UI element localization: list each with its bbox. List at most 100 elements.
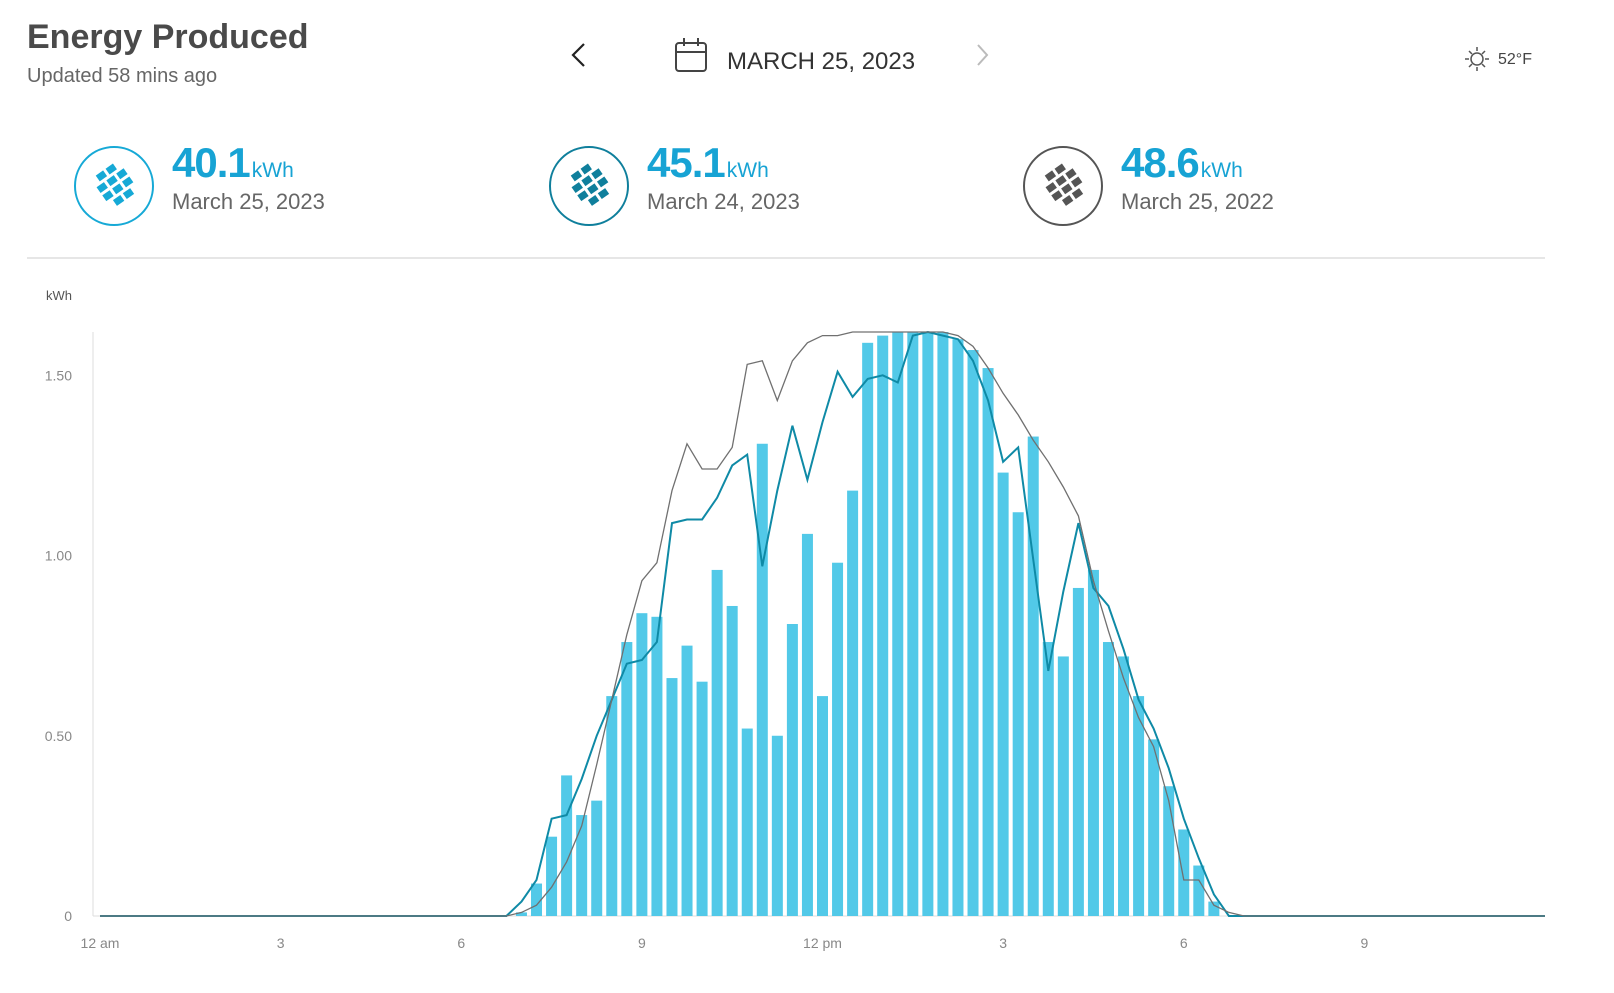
panel-cell — [1044, 170, 1057, 182]
card-icon-ring — [1023, 146, 1103, 226]
x-tick-label: 3 — [999, 935, 1007, 951]
page-title: Energy Produced — [27, 18, 309, 56]
bar — [621, 642, 633, 916]
bar — [1027, 436, 1039, 916]
panel-cell — [1065, 168, 1077, 180]
bar — [591, 800, 603, 916]
x-tick-label: 6 — [457, 935, 465, 951]
card-total-unit: kWh — [1201, 159, 1243, 182]
calendar-icon[interactable] — [675, 38, 707, 72]
bar — [937, 332, 949, 916]
bar — [1118, 656, 1130, 916]
bar — [1178, 829, 1190, 916]
line — [100, 330, 1545, 917]
panel-cell — [577, 190, 589, 202]
x-tick-label: 12 am — [81, 935, 120, 951]
panel-cell — [1054, 163, 1066, 175]
bar — [877, 335, 889, 916]
bar — [1133, 696, 1145, 916]
line — [100, 331, 1545, 917]
bar — [741, 728, 753, 916]
bar — [1012, 512, 1024, 916]
next-day[interactable] — [977, 44, 989, 66]
y-tick-label: 0.50 — [45, 728, 72, 744]
bar — [1042, 642, 1054, 916]
x-tick-label: 9 — [1360, 935, 1368, 951]
bar — [801, 533, 813, 916]
card-total-value: 40.1 — [172, 139, 250, 186]
y-axis-label: kWh — [46, 288, 72, 303]
bar — [1193, 865, 1205, 916]
bar — [666, 678, 678, 916]
panel-cell — [587, 195, 600, 206]
bar — [907, 332, 919, 916]
panel-cell — [1061, 195, 1074, 206]
y-tick-label: 0 — [64, 908, 72, 924]
card-icon-ring — [74, 146, 154, 226]
panel-cell — [570, 170, 583, 182]
panel-cell — [571, 182, 583, 193]
bar — [997, 472, 1009, 916]
panel-cell — [597, 188, 610, 200]
card-total: 45.1kWh — [647, 139, 769, 186]
bar — [847, 490, 859, 916]
bar — [952, 339, 964, 917]
panel-icon — [95, 163, 135, 206]
prev-day[interactable] — [571, 43, 585, 67]
bar — [515, 912, 527, 916]
bar — [606, 696, 618, 916]
bar — [561, 775, 573, 916]
panel-cell — [112, 183, 124, 195]
bar — [862, 342, 874, 916]
bar — [786, 624, 798, 916]
x-tick-label: 12 pm — [803, 935, 842, 951]
card-date: March 24, 2023 — [647, 189, 800, 214]
bar — [922, 332, 934, 916]
card-date: March 25, 2022 — [1121, 189, 1274, 214]
bar — [756, 443, 768, 916]
bar — [726, 605, 738, 916]
panel-cell — [587, 183, 599, 195]
summary-card: 45.1kWh March 24, 2023 — [549, 139, 800, 226]
panel-icon — [1044, 163, 1084, 206]
updated-note: Updated 58 mins ago — [27, 65, 217, 87]
bar — [1208, 901, 1220, 916]
panel-cell — [102, 190, 114, 202]
card-total-value: 45.1 — [647, 139, 725, 186]
bar — [546, 836, 558, 916]
bar — [892, 332, 904, 916]
card-total-value: 48.6 — [1121, 139, 1199, 186]
panel-cell — [122, 188, 135, 200]
bar — [1087, 569, 1099, 916]
summary-card: 48.6kWh March 25, 2022 — [1023, 139, 1274, 226]
bar — [982, 368, 994, 916]
panel-cell — [1051, 190, 1063, 202]
selected-date[interactable]: MARCH 25, 2023 — [727, 48, 915, 75]
card-icon-ring — [549, 146, 629, 226]
bar — [1102, 642, 1114, 916]
x-tick-label: 9 — [638, 935, 646, 951]
bar — [636, 613, 648, 916]
y-tick-label: 1.00 — [45, 548, 72, 564]
panel-cell — [580, 163, 592, 175]
bar — [817, 696, 828, 916]
card-total: 40.1kWh — [172, 139, 294, 186]
panel-cell — [1070, 176, 1083, 188]
panel-cell — [581, 175, 593, 187]
card-date: March 25, 2023 — [172, 189, 325, 214]
bar — [832, 562, 844, 916]
weather-icon — [1465, 47, 1489, 71]
panel-cell — [112, 195, 125, 206]
panel-cell — [105, 163, 117, 175]
panel-cell — [96, 182, 108, 193]
panel-cell — [106, 175, 118, 187]
bar — [1072, 587, 1084, 916]
bar — [1148, 739, 1160, 916]
temperature: 52°F — [1498, 51, 1532, 68]
panel-cell — [1061, 183, 1073, 195]
bar — [681, 645, 693, 916]
panel-cell — [1071, 188, 1084, 200]
bar — [1163, 786, 1175, 916]
